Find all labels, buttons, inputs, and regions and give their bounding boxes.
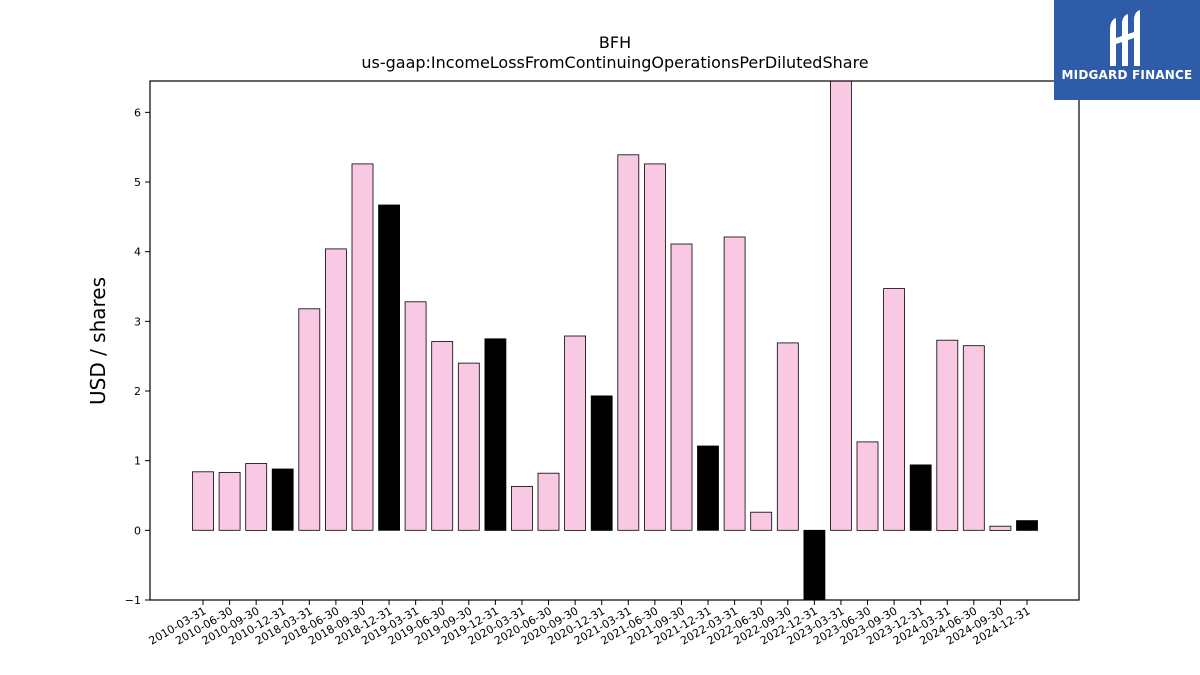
- bar-2018-09-30: [351, 163, 374, 531]
- midgard-finance-logo: MIDGARD FINANCE: [1054, 0, 1200, 100]
- bar-2019-03-31: [404, 301, 427, 531]
- y-tick-label: 2: [134, 385, 141, 398]
- bar-2024-06-30: [962, 345, 985, 531]
- bar-2023-12-31: [909, 464, 932, 531]
- bar-2010-06-30: [218, 472, 241, 531]
- bar-2010-12-31: [271, 468, 294, 531]
- bar-2024-12-31: [1016, 520, 1038, 531]
- bar-2018-03-31: [298, 308, 321, 531]
- bar-2022-06-30: [750, 511, 773, 531]
- chart-title: BFH: [599, 33, 631, 52]
- x-axis-ticks: 2010-03-312010-06-302010-09-302010-12-31…: [147, 600, 1033, 648]
- bar-2022-03-31: [723, 236, 746, 531]
- y-tick-label: 3: [134, 315, 141, 328]
- bar-2019-06-30: [431, 341, 454, 531]
- bar-2018-12-31: [378, 204, 401, 531]
- bar-2023-03-31: [830, 80, 852, 531]
- bars-layer: [192, 80, 1038, 601]
- plot-frame: [149, 80, 1080, 601]
- bar-2019-12-31: [484, 338, 507, 531]
- y-tick-label: 1: [134, 455, 141, 468]
- bar-2021-03-31: [617, 154, 640, 531]
- bar-2020-06-30: [537, 472, 560, 531]
- bar-2020-12-31: [590, 395, 613, 531]
- bar-2021-06-30: [644, 163, 666, 531]
- bar-2020-09-30: [564, 335, 586, 531]
- y-tick-label: 5: [134, 176, 141, 189]
- y-axis-label: USD / shares: [86, 277, 110, 405]
- y-axis-ticks: −1 0 1 2 3 4 5 6: [125, 106, 150, 607]
- bar-2021-09-30: [670, 243, 693, 531]
- bar-2020-03-31: [511, 485, 533, 531]
- bar-2023-09-30: [883, 288, 905, 531]
- bar-2022-09-30: [776, 342, 799, 531]
- logo-mark-icon: [1110, 10, 1140, 66]
- y-tick-label: 4: [134, 246, 141, 259]
- bar-2024-09-30: [989, 525, 1012, 531]
- bar-2021-12-31: [697, 445, 719, 531]
- bar-2022-12-31: [803, 529, 826, 601]
- y-tick-label: −1: [125, 594, 141, 607]
- chart-subtitle: us-gaap:IncomeLossFromContinuingOperatio…: [361, 53, 868, 72]
- bar-2023-06-30: [856, 441, 879, 531]
- bar-2018-06-30: [324, 248, 347, 531]
- y-tick-label: 0: [134, 524, 141, 537]
- bar-2024-03-31: [936, 339, 959, 531]
- bar-2010-09-30: [245, 463, 268, 531]
- bar-2019-09-30: [457, 362, 480, 531]
- logo-text: MIDGARD FINANCE: [1061, 68, 1193, 82]
- bar-2010-03-31: [192, 471, 214, 531]
- y-tick-label: 6: [134, 106, 141, 119]
